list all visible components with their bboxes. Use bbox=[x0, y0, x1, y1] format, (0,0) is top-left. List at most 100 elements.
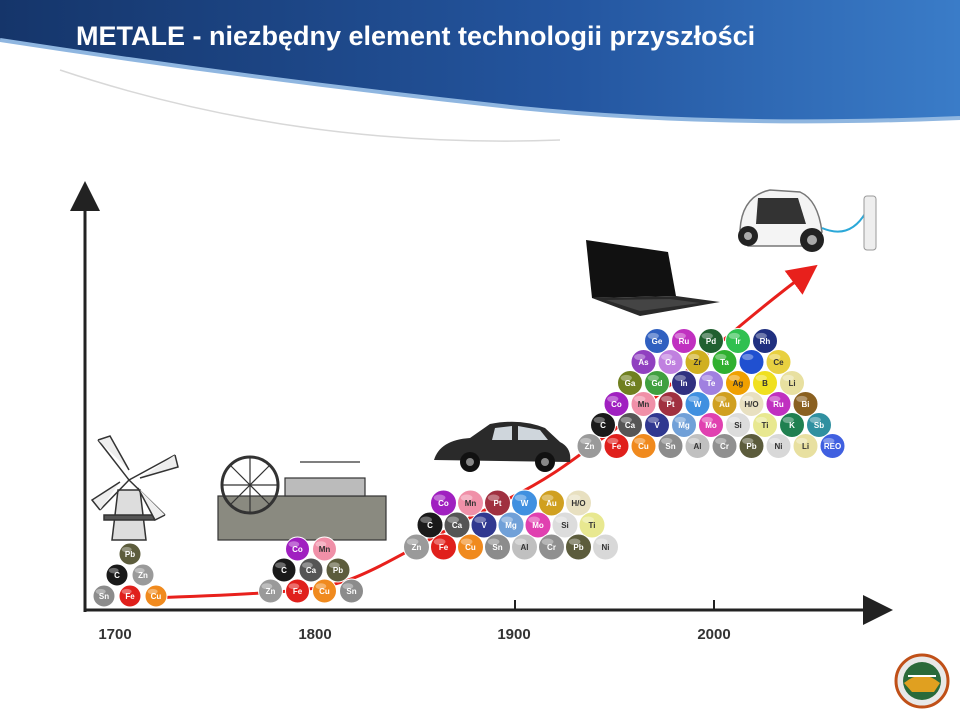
element-symbol: Ca bbox=[625, 421, 636, 430]
element-ball bbox=[819, 433, 846, 459]
ball-shine bbox=[742, 353, 754, 361]
element-symbol: Mn bbox=[319, 545, 331, 554]
ball-shine bbox=[288, 583, 300, 590]
ball-shine bbox=[134, 567, 145, 574]
ball-shine bbox=[288, 541, 300, 548]
element-ball bbox=[644, 412, 670, 438]
element-symbol: Co bbox=[292, 545, 303, 554]
element-ball bbox=[565, 533, 592, 561]
element-symbol: Zn bbox=[266, 587, 276, 596]
element-symbol: Fe bbox=[612, 442, 622, 451]
element-ball bbox=[698, 370, 724, 396]
ball-shine bbox=[460, 494, 473, 502]
element-ball bbox=[497, 511, 525, 539]
element-ball bbox=[738, 349, 765, 375]
ball-shine bbox=[701, 332, 713, 340]
ball-shine bbox=[674, 416, 686, 424]
element-ball bbox=[131, 563, 155, 587]
ball-shine bbox=[541, 538, 554, 546]
element-symbol: C bbox=[114, 571, 120, 580]
slide-title: METALE - niezbędny element technologii p… bbox=[76, 21, 755, 51]
element-symbol: Pb bbox=[573, 543, 583, 552]
ball-shine bbox=[796, 395, 808, 403]
ball-shine bbox=[634, 395, 646, 403]
ball-shine bbox=[514, 494, 527, 502]
element-ball bbox=[576, 433, 603, 459]
element-ball bbox=[430, 533, 457, 561]
element-ball bbox=[578, 511, 606, 539]
ball-shine bbox=[121, 546, 132, 553]
element-symbol: Li bbox=[788, 379, 795, 388]
element-symbol: Pb bbox=[746, 442, 756, 451]
year-label: 1800 bbox=[298, 626, 331, 643]
ball-shine bbox=[342, 583, 354, 590]
ball-shine bbox=[568, 538, 581, 546]
element-symbol: Co bbox=[611, 400, 622, 409]
logo bbox=[894, 653, 950, 709]
ball-shine bbox=[275, 562, 286, 569]
element-ball bbox=[725, 328, 751, 354]
element-symbol: V bbox=[654, 421, 660, 430]
element-ball bbox=[312, 536, 337, 562]
element-symbol: Gd bbox=[651, 379, 662, 388]
element-symbol: H/O bbox=[744, 400, 758, 409]
element-symbol: Si bbox=[561, 521, 569, 530]
element-symbol: Ru bbox=[773, 400, 784, 409]
element-ball bbox=[711, 433, 738, 459]
element-ball bbox=[551, 511, 579, 539]
element-symbol: Sn bbox=[346, 587, 356, 596]
ball-shine bbox=[315, 541, 327, 548]
element-symbol: Pb bbox=[333, 566, 343, 575]
element-symbol: Bi bbox=[802, 400, 810, 409]
laptop bbox=[586, 240, 720, 316]
ball-shine bbox=[433, 494, 446, 502]
element-symbol: Co bbox=[438, 499, 449, 508]
element-symbol: Ag bbox=[733, 379, 744, 388]
ball-shine bbox=[688, 353, 700, 361]
vintage-car bbox=[434, 421, 571, 472]
element-symbol: C bbox=[427, 521, 433, 530]
element-ball bbox=[765, 349, 792, 375]
element-symbol: Ce bbox=[773, 358, 784, 367]
element-symbol: REO bbox=[824, 442, 841, 451]
element-ball bbox=[484, 489, 511, 517]
element-symbol: Ru bbox=[679, 337, 690, 346]
ball-shine bbox=[742, 437, 754, 445]
element-ball bbox=[538, 489, 565, 517]
element-ball bbox=[617, 412, 643, 438]
element-ball bbox=[630, 433, 657, 459]
element-ball bbox=[484, 533, 511, 561]
ball-shine bbox=[147, 588, 158, 595]
element-symbol: Ni bbox=[775, 442, 783, 451]
element-symbol: C bbox=[281, 566, 287, 575]
element-symbol: Sn bbox=[492, 543, 502, 552]
ball-shine bbox=[420, 516, 432, 524]
element-symbol: Ni bbox=[602, 543, 610, 552]
ball-shine bbox=[634, 353, 646, 361]
element-ball bbox=[725, 370, 751, 396]
year-labels: 1700 1800 1900 2000 bbox=[98, 626, 730, 643]
ball-shine bbox=[433, 538, 446, 546]
ball-shine bbox=[742, 395, 754, 403]
element-symbol: Ti bbox=[762, 421, 769, 430]
element-symbol: Ti bbox=[589, 521, 596, 530]
ball-shine bbox=[620, 416, 632, 424]
element-symbol: Ga bbox=[625, 379, 636, 388]
element-symbol: As bbox=[638, 358, 649, 367]
element-ball bbox=[644, 328, 670, 354]
ball-shine bbox=[460, 538, 473, 546]
ball-shine bbox=[688, 437, 700, 445]
element-ball bbox=[752, 370, 778, 396]
ball-shine bbox=[755, 416, 767, 424]
element-ball bbox=[657, 433, 684, 459]
ball-shine bbox=[474, 516, 486, 524]
element-ball bbox=[285, 578, 310, 604]
ball-shine bbox=[674, 374, 686, 382]
element-symbol: Mn bbox=[638, 400, 650, 409]
element-symbol: Cr bbox=[547, 543, 556, 552]
ball-shine bbox=[728, 416, 740, 424]
element-ball bbox=[105, 563, 129, 587]
element-ball bbox=[511, 489, 538, 517]
element-ball bbox=[752, 328, 778, 354]
element-ball bbox=[470, 511, 498, 539]
